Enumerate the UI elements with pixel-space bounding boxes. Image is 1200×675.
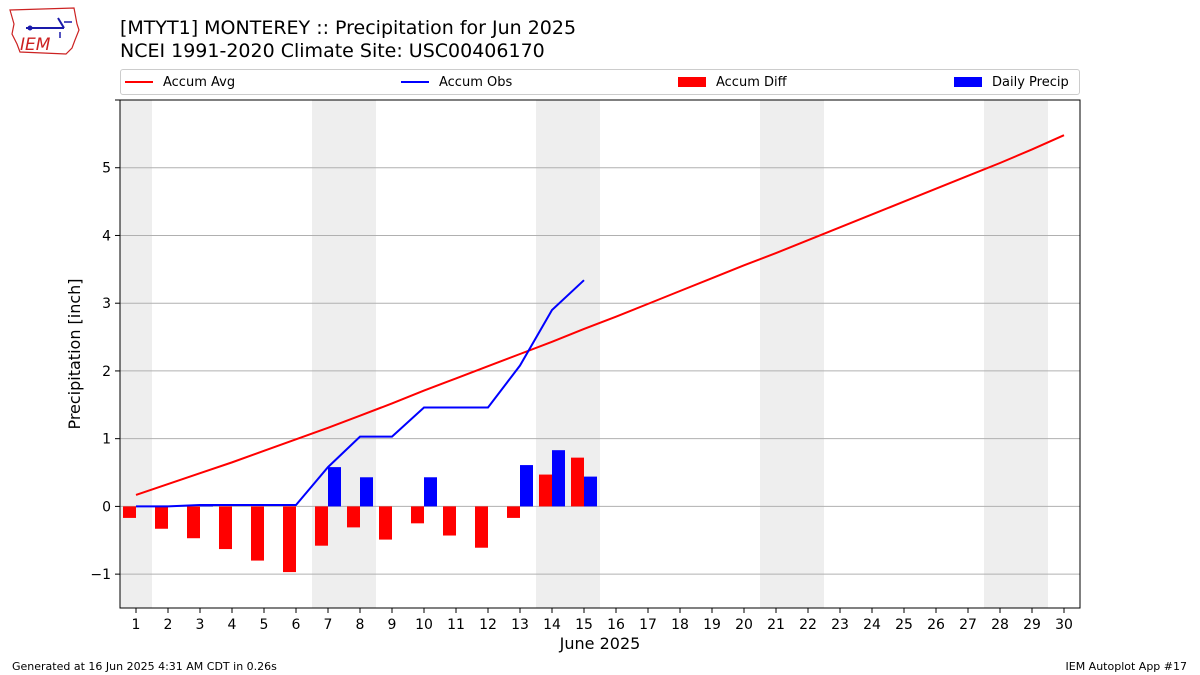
x-tick-label: 24 <box>863 617 881 633</box>
x-tick-label: 2 <box>164 617 173 633</box>
daily-precip-bar <box>520 465 533 507</box>
accum-diff-bar <box>411 506 424 524</box>
accum-diff-bar <box>123 506 136 518</box>
accum-diff-bar <box>347 506 360 528</box>
chart-legend: Accum Avg Accum Obs Accum Diff Daily Pre… <box>120 69 1080 95</box>
accum-diff-bar <box>187 506 200 539</box>
x-tick-label: 28 <box>991 617 1009 633</box>
x-tick-label: 10 <box>415 617 433 633</box>
accum-obs-line <box>136 279 585 508</box>
iem-logo: IEM <box>8 6 80 58</box>
x-tick-label: 21 <box>767 617 785 633</box>
x-tick-label: 29 <box>1023 617 1041 633</box>
weekend-band <box>344 100 376 608</box>
weekend-band <box>760 100 792 608</box>
y-tick-label: −1 <box>90 567 111 583</box>
x-tick-label: 26 <box>927 617 945 633</box>
x-tick-label: 19 <box>703 617 721 633</box>
x-tick-label: 7 <box>324 617 333 633</box>
x-tick-label: 22 <box>799 617 817 633</box>
weekend-band <box>792 100 824 608</box>
x-tick-label: 8 <box>356 617 365 633</box>
legend-item-daily-precip: Daily Precip <box>954 70 1069 94</box>
weekend-band <box>120 100 152 608</box>
accum-diff-bar <box>283 506 296 573</box>
x-tick-label: 12 <box>479 617 497 633</box>
y-axis-label: Precipitation [inch] <box>65 278 84 429</box>
legend-swatch-accum-diff <box>678 77 706 87</box>
plot-frame <box>119 99 1081 609</box>
accum-diff-bar <box>539 474 552 507</box>
x-tick-label: 6 <box>292 617 301 633</box>
x-tick-label: 30 <box>1055 617 1073 633</box>
accum-diff-bar <box>571 457 584 507</box>
legend-swatch-accum-avg <box>125 81 153 83</box>
weekend-band <box>568 100 600 608</box>
y-tick-label: 5 <box>102 161 111 177</box>
accum-diff-bar <box>475 506 488 548</box>
y-tick-label: 2 <box>102 364 111 380</box>
x-tick-label: 14 <box>543 617 561 633</box>
accum-diff-bar <box>155 506 168 529</box>
x-tick-label: 5 <box>260 617 269 633</box>
daily-precip-bar <box>584 476 597 507</box>
x-axis-label: June 2025 <box>559 634 641 653</box>
footer-app-text: IEM Autoplot App #17 <box>1065 660 1188 673</box>
legend-item-accum-diff: Accum Diff <box>678 70 787 94</box>
footer-generated-text: Generated at 16 Jun 2025 4:31 AM CDT in … <box>12 660 277 673</box>
x-tick-label: 13 <box>511 617 529 633</box>
x-tick-label: 1 <box>132 617 141 633</box>
x-tick-label: 17 <box>639 617 657 633</box>
x-tick-label: 18 <box>671 617 689 633</box>
daily-precip-bar <box>328 467 341 507</box>
accum-diff-bar <box>443 506 456 536</box>
x-tick-label: 11 <box>447 617 465 633</box>
legend-swatch-daily-precip <box>954 77 982 87</box>
accum-diff-bar <box>219 506 232 550</box>
legend-item-accum-obs: Accum Obs <box>401 70 512 94</box>
legend-swatch-accum-obs <box>401 81 429 83</box>
x-tick-label: 20 <box>735 617 753 633</box>
weekend-band <box>984 100 1016 608</box>
x-tick-label: 3 <box>196 617 205 633</box>
chart-subtitle: NCEI 1991-2020 Climate Site: USC00406170 <box>120 40 545 62</box>
x-tick-label: 4 <box>228 617 237 633</box>
legend-label-accum-avg: Accum Avg <box>163 74 236 90</box>
y-tick-label: 1 <box>102 432 111 448</box>
logo-text: IEM <box>20 35 51 55</box>
x-tick-label: 27 <box>959 617 977 633</box>
legend-label-accum-obs: Accum Obs <box>439 74 513 90</box>
legend-label-daily-precip: Daily Precip <box>992 74 1069 90</box>
accum-avg-line <box>135 134 1065 496</box>
weekend-band <box>536 100 568 608</box>
daily-precip-bar <box>360 477 373 507</box>
legend-label-accum-diff: Accum Diff <box>716 74 787 90</box>
weekend-band <box>1016 100 1048 608</box>
daily-precip-bar <box>552 450 565 507</box>
daily-precip-bar <box>424 477 437 507</box>
y-tick-label: 3 <box>102 296 111 312</box>
x-tick-label: 16 <box>607 617 625 633</box>
x-tick-label: 15 <box>575 617 593 633</box>
accum-diff-bar <box>315 506 328 546</box>
accum-diff-bar <box>251 506 264 561</box>
x-tick-label: 25 <box>895 617 913 633</box>
y-tick-label: 0 <box>102 499 111 515</box>
accum-diff-bar <box>507 506 520 518</box>
x-tick-label: 23 <box>831 617 849 633</box>
y-tick-label: 4 <box>102 228 111 244</box>
legend-item-accum-avg: Accum Avg <box>125 70 235 94</box>
accum-diff-bar <box>379 506 392 540</box>
iowa-map-icon: IEM <box>9 7 80 55</box>
x-tick-label: 9 <box>388 617 397 633</box>
chart-title: [MTYT1] MONTEREY :: Precipitation for Ju… <box>120 17 577 39</box>
